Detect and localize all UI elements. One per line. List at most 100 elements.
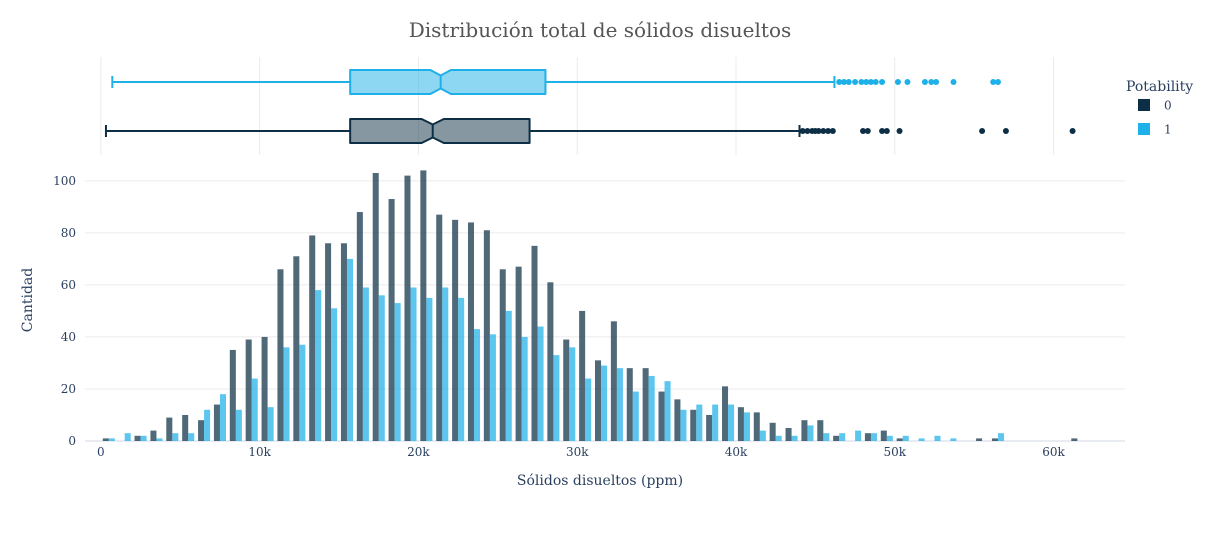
histogram-bar-series-1 xyxy=(108,438,115,441)
histogram-bar-series-1 xyxy=(680,409,687,441)
y-tick-label: 0 xyxy=(68,434,76,448)
box-outlier-point xyxy=(894,79,901,85)
histogram-bar-series-0 xyxy=(833,435,840,441)
box-outlier-point xyxy=(840,79,847,85)
histogram-bar-series-0 xyxy=(626,368,633,441)
histogram-bar-series-0 xyxy=(722,386,729,441)
y-tick-label: 100 xyxy=(53,174,76,188)
histogram-bar-series-1 xyxy=(918,438,925,441)
x-tick-label: 50k xyxy=(883,445,906,459)
histogram-bar-series-1 xyxy=(728,404,735,441)
histogram-bar-series-0 xyxy=(785,427,792,441)
histogram-bar-series-0 xyxy=(642,368,649,441)
histogram-bar-series-0 xyxy=(102,438,109,441)
box-outlier-point xyxy=(896,128,903,134)
histogram-bar-series-1 xyxy=(743,412,750,441)
histogram-bar-series-1 xyxy=(886,435,893,441)
histogram-bar-series-0 xyxy=(499,269,506,441)
y-tick-label: 20 xyxy=(61,382,76,396)
histogram-bar-series-0 xyxy=(1071,438,1078,441)
histogram-bar-series-0 xyxy=(976,438,983,441)
histogram-bar-series-0 xyxy=(864,433,871,441)
histogram-bar-series-1 xyxy=(585,378,592,441)
histogram-bar-series-0 xyxy=(991,438,998,441)
histogram-bar-series-1 xyxy=(362,287,369,441)
x-tick-label: 30k xyxy=(566,445,589,459)
legend-label-series-0: 0 xyxy=(1164,99,1172,113)
box-outlier-point xyxy=(921,79,928,85)
box-plot-series-0 xyxy=(104,118,1076,144)
histogram-bar-series-0 xyxy=(293,256,300,441)
histogram-bar-series-1 xyxy=(870,433,877,441)
box-body xyxy=(349,118,531,144)
histogram-bar-series-1 xyxy=(823,433,830,441)
histogram-bar-series-1 xyxy=(855,430,862,441)
box-outlier-point xyxy=(879,79,886,85)
histogram-bar-series-1 xyxy=(553,355,560,441)
histogram-bar-series-1 xyxy=(235,409,242,441)
legend: Potability 0 1 xyxy=(1126,79,1193,137)
histogram-bar-series-1 xyxy=(124,433,131,441)
legend-label-series-1: 1 xyxy=(1164,123,1172,137)
histogram-bar-series-1 xyxy=(902,435,909,441)
box-outlier-point xyxy=(845,79,852,85)
histogram-bar-series-1 xyxy=(807,425,814,441)
box-outlier-point xyxy=(852,79,859,85)
histogram-bar-series-1 xyxy=(934,435,941,441)
histogram-bar-series-0 xyxy=(737,407,744,441)
histogram-bar-series-0 xyxy=(150,430,157,441)
histogram-bar-series-1 xyxy=(219,394,226,441)
histogram-bar-series-0 xyxy=(801,420,808,441)
histogram-bar-series-0 xyxy=(769,422,776,441)
histogram-bar-series-1 xyxy=(601,365,608,441)
histogram-bar-series-0 xyxy=(674,399,681,441)
histogram-bar-series-0 xyxy=(388,199,395,441)
histogram-bar-series-0 xyxy=(404,175,411,442)
histogram-bar-series-1 xyxy=(267,407,274,441)
box-outlier-point xyxy=(879,128,886,134)
y-tick-label: 40 xyxy=(61,330,76,344)
y-tick-label: 80 xyxy=(61,226,76,240)
histogram-bar-series-0 xyxy=(198,420,205,441)
box-outlier-point xyxy=(904,79,911,85)
histogram-bar-series-0 xyxy=(690,409,697,441)
box-outlier-point xyxy=(883,128,890,134)
histogram-bar-series-0 xyxy=(420,170,427,441)
x-axis-title: Sólidos disueltos (ppm) xyxy=(517,473,683,489)
box-outlier-point xyxy=(858,79,865,85)
histogram-bar-series-1 xyxy=(696,404,703,441)
histogram-bar-series-0 xyxy=(483,230,490,441)
histogram-bar-series-0 xyxy=(452,219,459,441)
histogram-bar-series-0 xyxy=(610,321,617,441)
histogram-bar-series-0 xyxy=(563,339,570,441)
box-outlier-point xyxy=(860,128,867,134)
box-outlier-point xyxy=(994,79,1001,85)
box-plot-gridlines xyxy=(100,57,1055,155)
x-tick-label: 10k xyxy=(248,445,271,459)
histogram-bar-series-1 xyxy=(331,308,338,441)
histogram-bar-series-0 xyxy=(277,269,284,441)
histogram-bar-series-0 xyxy=(515,266,522,441)
legend-swatch-series-0 xyxy=(1138,99,1150,111)
histogram-bar-series-1 xyxy=(283,347,290,441)
histogram-bar-series-1 xyxy=(489,334,496,441)
histogram-bar-series-1 xyxy=(569,347,576,441)
box-outlier-point xyxy=(864,128,871,134)
x-tick-label: 40k xyxy=(725,445,748,459)
histogram-bar-series-0 xyxy=(467,222,474,441)
histogram-bar-series-1 xyxy=(299,344,306,441)
histogram-bar-series-1 xyxy=(791,435,798,441)
x-tick-label: 60k xyxy=(1042,445,1065,459)
box-outlier-point xyxy=(928,79,935,85)
histogram-bar-series-1 xyxy=(648,375,655,441)
box-body xyxy=(349,69,547,95)
box-outlier-point xyxy=(799,128,806,134)
y-axis-title: Cantidad xyxy=(20,268,36,332)
histogram-bar-series-1 xyxy=(140,435,147,441)
histogram-bar-series-0 xyxy=(245,339,252,441)
histogram-bar-series-1 xyxy=(346,258,354,441)
histogram-bar-series-1 xyxy=(712,404,719,441)
box-outlier-point xyxy=(979,128,986,134)
